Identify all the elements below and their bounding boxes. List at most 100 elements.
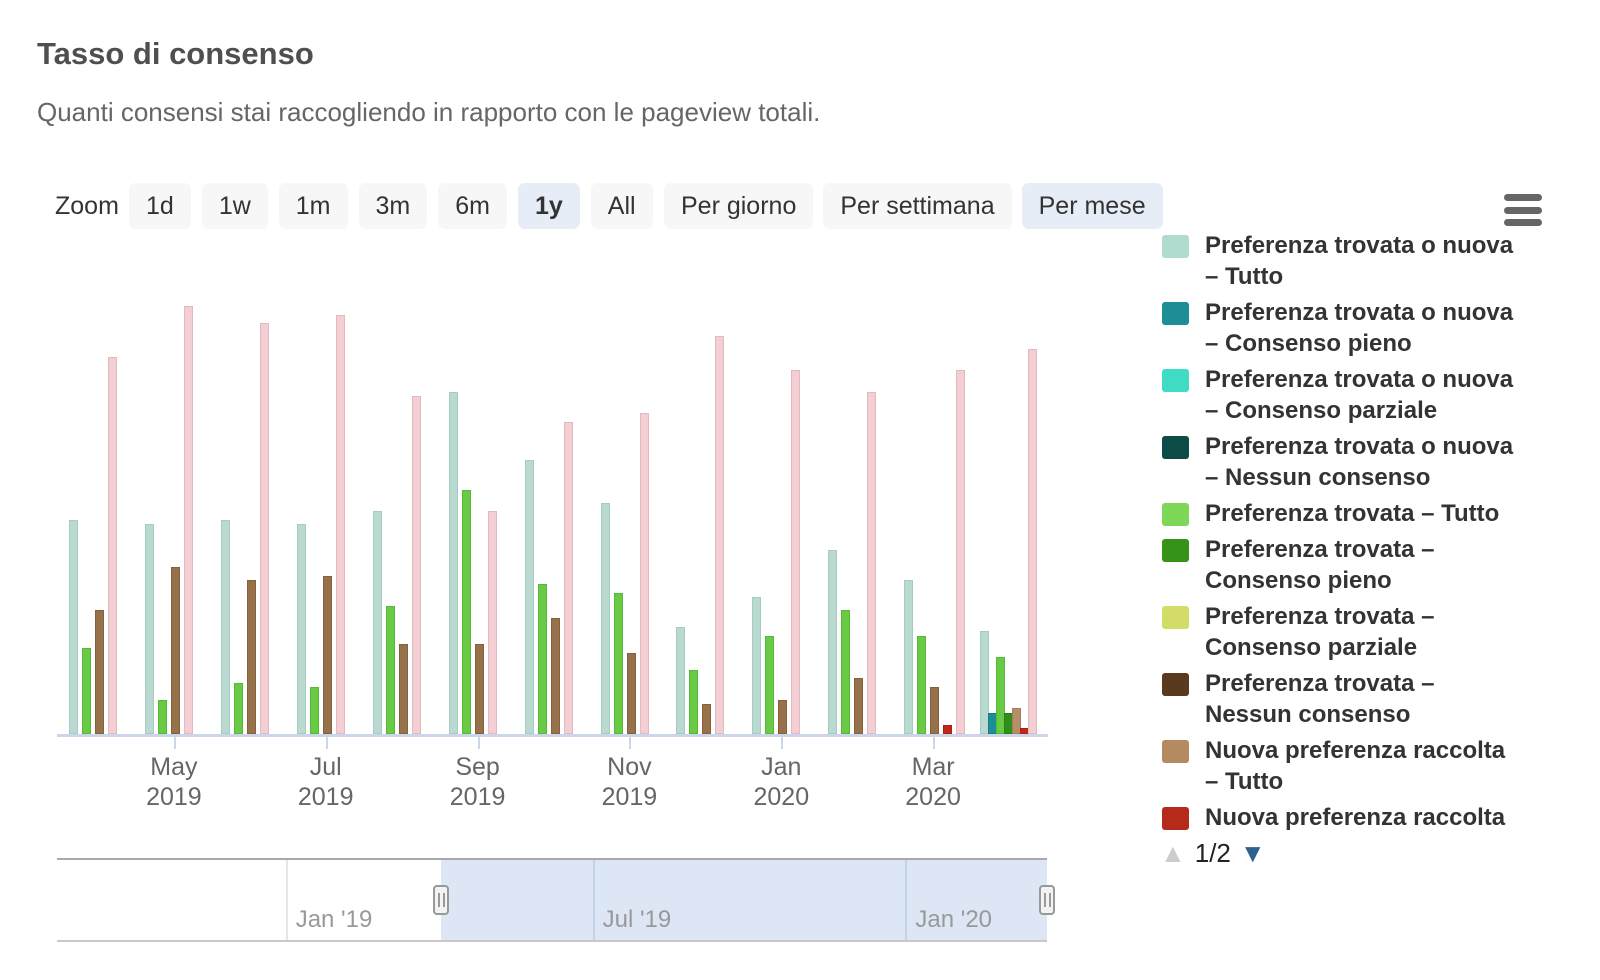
column-aug-2019-series-4[interactable] (385, 605, 395, 734)
x-axis-label-may: May 2019 (146, 753, 202, 811)
page-subtitle: Quanti consensi stai raccogliendo in rap… (37, 97, 821, 127)
column-jun-2019-series-0[interactable] (220, 520, 230, 734)
column-apr-2020-series-4[interactable] (996, 657, 1006, 734)
legend-swatch-icon (1162, 503, 1189, 526)
period-button-per-giorno[interactable]: Per giorno (664, 183, 814, 229)
legend-item-0[interactable]: Preferenza trovata o nuova – Tutto (1162, 230, 1542, 292)
column-apr-2020-series-0[interactable] (980, 631, 990, 734)
column-mar-2020-series-10[interactable] (956, 370, 966, 734)
legend-item-6[interactable]: Preferenza trovata – Consenso parziale (1162, 601, 1542, 663)
column-apr-2020-series-8[interactable] (1012, 708, 1022, 734)
column-aug-2019-series-0[interactable] (372, 511, 382, 734)
x-axis-tick (933, 737, 936, 749)
range-button-1y[interactable]: 1y (517, 183, 580, 229)
legend-item-label: Preferenza trovata – Consenso parziale (1205, 603, 1435, 661)
x-axis-label-nov: Nov 2019 (601, 753, 658, 811)
column-apr-2019-series-0[interactable] (69, 520, 78, 734)
column-may-2019-series-4[interactable] (157, 699, 167, 734)
column-jun-2019-series-7[interactable] (246, 579, 256, 734)
x-axis-tick (781, 737, 784, 749)
column-feb-2020-series-0[interactable] (828, 550, 838, 734)
column-nov-2019-series-4[interactable] (613, 592, 623, 734)
legend-item-label: Preferenza trovata – Tutto (1205, 500, 1500, 527)
legend-item-4[interactable]: Preferenza trovata – Tutto (1162, 498, 1542, 529)
hamburger-bar (1504, 194, 1542, 201)
column-mar-2020-series-0[interactable] (904, 579, 914, 734)
column-aug-2019-series-10[interactable] (411, 395, 421, 734)
column-sep-2019-series-4[interactable] (461, 490, 471, 734)
column-sep-2019-series-10[interactable] (487, 511, 497, 734)
range-button-6m[interactable]: 6m (438, 183, 507, 229)
column-mar-2020-series-4[interactable] (917, 635, 927, 734)
column-nov-2019-series-10[interactable] (639, 413, 649, 734)
column-jul-2019-series-10[interactable] (335, 314, 345, 734)
column-dec-2019-series-10[interactable] (715, 336, 725, 734)
column-oct-2019-series-7[interactable] (550, 618, 560, 734)
column-sep-2019-series-0[interactable] (448, 391, 458, 734)
column-apr-2020-series-10[interactable] (1028, 348, 1038, 734)
page-title: Tasso di consenso (37, 36, 314, 71)
column-jan-2020-series-10[interactable] (791, 370, 801, 734)
legend-item-8[interactable]: Nuova preferenza raccolta – Tutto (1162, 735, 1542, 797)
column-jun-2019-series-4[interactable] (233, 682, 243, 734)
legend-page-indicator: 1/2 (1194, 838, 1231, 868)
legend-item-label: Preferenza trovata o nuova – Nessun conse… (1205, 433, 1514, 491)
legend-item-9[interactable]: Nuova preferenza raccolta (1162, 802, 1542, 833)
column-feb-2020-series-10[interactable] (867, 391, 877, 734)
column-dec-2019-series-7[interactable] (702, 704, 712, 734)
period-button-per-settimana[interactable]: Per settimana (823, 183, 1012, 229)
navigator-selected-range[interactable] (441, 860, 1047, 940)
column-nov-2019-series-0[interactable] (600, 502, 610, 734)
range-button-3m[interactable]: 3m (358, 183, 428, 229)
legend-swatch-icon (1162, 235, 1189, 258)
column-may-2019-series-10[interactable] (183, 306, 193, 734)
x-axis-tick (173, 737, 176, 749)
x-axis-label-mar: Mar 2020 (905, 753, 961, 811)
legend-item-1[interactable]: Preferenza trovata o nuova – Consenso pie… (1162, 297, 1542, 359)
column-jan-2020-series-4[interactable] (765, 635, 775, 734)
column-jul-2019-series-4[interactable] (309, 686, 319, 734)
column-feb-2020-series-4[interactable] (841, 609, 851, 734)
range-navigator[interactable]: Jan '19 Jul '19 Jan '20 (57, 858, 1055, 942)
period-button-per-mese[interactable]: Per mese (1021, 183, 1163, 229)
column-jun-2019-series-10[interactable] (259, 323, 269, 734)
legend-item-5[interactable]: Preferenza trovata – Consenso pieno (1162, 534, 1542, 596)
legend-item-label: Preferenza trovata o nuova – Tutto (1205, 232, 1514, 290)
navigator-left-handle[interactable] (433, 885, 450, 915)
column-feb-2020-series-7[interactable] (854, 678, 864, 734)
column-may-2019-series-7[interactable] (170, 567, 180, 734)
column-apr-2019-series-7[interactable] (95, 609, 104, 734)
range-button-1d[interactable]: 1d (129, 183, 191, 229)
x-axis-label-jan: Jan 2020 (753, 753, 810, 811)
column-oct-2019-series-10[interactable] (563, 421, 573, 734)
column-nov-2019-series-7[interactable] (626, 652, 636, 734)
legend-page-up-icon[interactable]: ▲ (1160, 838, 1186, 868)
navigator-right-handle[interactable] (1039, 885, 1055, 915)
legend-swatch-icon (1162, 673, 1189, 696)
range-button-1m[interactable]: 1m (278, 183, 348, 229)
column-aug-2019-series-7[interactable] (398, 644, 408, 734)
legend-item-2[interactable]: Preferenza trovata o nuova – Consenso par… (1162, 364, 1542, 426)
column-dec-2019-series-4[interactable] (689, 669, 699, 734)
legend-page-down-icon[interactable]: ▼ (1239, 838, 1266, 868)
column-mar-2020-series-9[interactable] (943, 725, 953, 734)
column-may-2019-series-0[interactable] (144, 524, 154, 734)
column-sep-2019-series-7[interactable] (474, 644, 484, 734)
column-dec-2019-series-0[interactable] (676, 627, 686, 734)
column-jan-2020-series-7[interactable] (778, 699, 788, 734)
column-jul-2019-series-0[interactable] (296, 524, 306, 734)
legend-item-7[interactable]: Preferenza trovata – Nessun consenso (1162, 668, 1542, 730)
range-button-1w[interactable]: 1w (201, 183, 268, 229)
column-apr-2019-series-10[interactable] (108, 357, 117, 734)
column-oct-2019-series-0[interactable] (524, 460, 534, 734)
hamburger-menu-icon[interactable] (1504, 194, 1542, 226)
column-oct-2019-series-4[interactable] (537, 584, 547, 734)
column-jan-2020-series-0[interactable] (752, 597, 762, 734)
column-jul-2019-series-7[interactable] (322, 575, 332, 734)
column-mar-2020-series-7[interactable] (930, 686, 940, 734)
x-axis-line (57, 734, 1048, 737)
legend-item-3[interactable]: Preferenza trovata o nuova – Nessun conse… (1162, 431, 1542, 493)
column-apr-2019-series-4[interactable] (82, 648, 91, 734)
range-button-all[interactable]: All (590, 183, 653, 229)
